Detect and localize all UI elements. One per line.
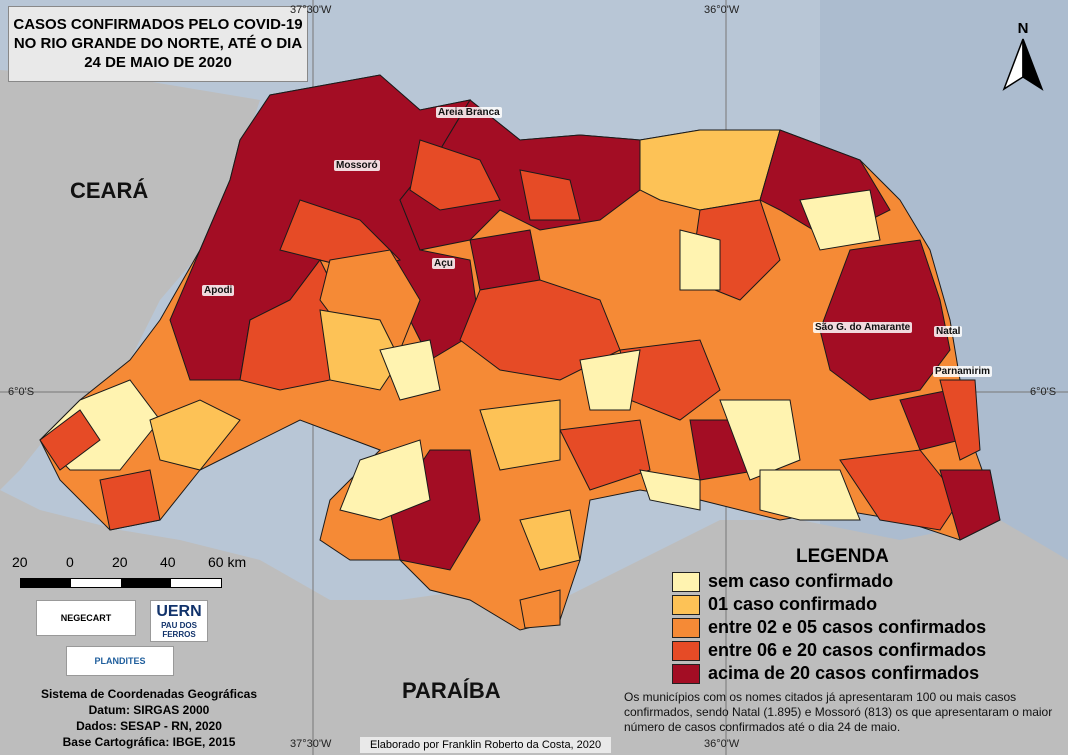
region-south-central-pale bbox=[579, 349, 641, 411]
legend-swatch-3 bbox=[672, 640, 700, 661]
scale-label-3: 40 bbox=[160, 554, 176, 570]
city-areia-branca: Areia Branca bbox=[436, 107, 502, 118]
region-south-pale-2 bbox=[639, 469, 701, 511]
city-mossoro: Mossoró bbox=[334, 160, 380, 171]
city-sao-goncalo: São G. do Amarante bbox=[813, 322, 913, 333]
legend-title: LEGENDA bbox=[796, 546, 889, 567]
city-parnamirim: Parnamirim bbox=[933, 366, 993, 377]
north-arrow-label: N bbox=[1017, 20, 1029, 37]
logo-uern: UERN PAU DOS FERROS bbox=[150, 600, 208, 642]
region-seridó-pale bbox=[339, 439, 431, 521]
region-acu bbox=[469, 229, 541, 291]
logo-negecart: NEGECART bbox=[36, 600, 136, 636]
region-agreste-mid bbox=[839, 449, 961, 531]
region-areia-branca bbox=[409, 139, 501, 211]
region-south-yellow bbox=[479, 399, 561, 471]
graticule-right: 6°0'S bbox=[1030, 386, 1057, 398]
graticule-bottom-left: 37°30'W bbox=[290, 738, 332, 750]
legend-item-2: entre 02 e 05 casos confirmados bbox=[672, 616, 986, 639]
legend: sem caso confirmado 01 caso confirmado e… bbox=[672, 570, 986, 685]
info-line-3: Dados: SESAP - RN, 2020 bbox=[76, 719, 222, 733]
legend-label-4: acima de 20 casos confirmados bbox=[708, 663, 980, 683]
region-west-tail-yellow bbox=[149, 399, 241, 471]
legend-swatch-1 bbox=[672, 594, 700, 615]
region-east-pale bbox=[679, 229, 721, 291]
ceara-land bbox=[0, 70, 260, 490]
scale-label-1: 0 bbox=[66, 554, 74, 570]
north-arrow: N bbox=[1000, 20, 1046, 94]
graticule-top-left: 37°30'W bbox=[290, 4, 332, 16]
region-se-dark bbox=[939, 469, 1001, 541]
title-line-1: CASOS CONFIRMADOS PELO COVID-19 bbox=[13, 16, 303, 33]
legend-item-4: acima de 20 casos confirmados bbox=[672, 662, 986, 685]
legend-swatch-4 bbox=[672, 663, 700, 684]
region-west-tail-mid-2 bbox=[99, 469, 161, 531]
region-central-pale bbox=[379, 339, 441, 401]
legend-item-0: sem caso confirmado bbox=[672, 570, 986, 593]
legend-swatch-2 bbox=[672, 617, 700, 638]
map-credit: Elaborado por Franklin Roberto da Costa,… bbox=[360, 737, 612, 753]
region-south-yellow-2 bbox=[519, 509, 581, 571]
scale-bar-graphic bbox=[20, 578, 222, 588]
city-acu: Açu bbox=[432, 258, 455, 269]
title-line-3: 24 DE MAIO DE 2020 bbox=[84, 54, 232, 71]
label-ceara: CEARÁ bbox=[70, 178, 149, 203]
map-note: Os municípios com os nomes citados já ap… bbox=[624, 690, 1053, 734]
scale-label-2: 20 bbox=[112, 554, 128, 570]
map-title: CASOS CONFIRMADOS PELO COVID-19 NO RIO G… bbox=[8, 6, 308, 82]
legend-swatch-0 bbox=[672, 571, 700, 592]
city-natal: Natal bbox=[934, 326, 963, 337]
region-south-pale-1 bbox=[719, 399, 801, 481]
region-coast-mid bbox=[519, 169, 581, 221]
region-west-tail-mid bbox=[39, 409, 101, 471]
legend-label-1: 01 caso confirmado bbox=[708, 594, 878, 614]
region-east-coast bbox=[939, 379, 981, 461]
region-natal-dark bbox=[819, 239, 951, 401]
graticule-left: 6°0'S bbox=[8, 386, 35, 398]
info-line-4: Base Cartográfica: IBGE, 2015 bbox=[62, 735, 236, 749]
region-north-coast-dark bbox=[399, 99, 641, 251]
graticule-bottom-right: 36°0'W bbox=[704, 738, 740, 750]
north-arrow-icon bbox=[1002, 38, 1044, 91]
scale-label-4: 60 km bbox=[208, 554, 247, 570]
legend-label-2: entre 02 e 05 casos confirmados bbox=[708, 617, 987, 637]
info-line-2: Datum: SIRGAS 2000 bbox=[88, 703, 210, 717]
legend-item-1: 01 caso confirmado bbox=[672, 593, 986, 616]
logo-uern-text: UERN bbox=[156, 603, 202, 620]
graticule-top-right: 36°0'W bbox=[704, 4, 740, 16]
region-ne-pale bbox=[799, 189, 881, 251]
region-ne-yellow bbox=[639, 129, 781, 211]
title-line-2: NO RIO GRANDE DO NORTE, ATÉ O DIA bbox=[13, 35, 303, 52]
map-info: Sistema de Coordenadas Geográficas Datum… bbox=[4, 686, 294, 750]
info-line-1: Sistema de Coordenadas Geográficas bbox=[40, 687, 258, 701]
region-agreste-pale bbox=[759, 469, 861, 521]
logo-uern-sub: PAU DOS FERROS bbox=[161, 621, 197, 639]
scale-label-0: 20 bbox=[12, 554, 28, 570]
city-apodi: Apodi bbox=[202, 285, 235, 296]
region-far-south bbox=[519, 589, 561, 629]
legend-label-0: sem caso confirmado bbox=[708, 571, 894, 591]
rn-municipalities bbox=[39, 74, 1001, 631]
legend-label-3: entre 06 e 20 casos confirmados bbox=[708, 640, 987, 660]
label-paraiba: PARAÍBA bbox=[402, 678, 501, 703]
region-south-mid-2 bbox=[559, 419, 651, 491]
legend-item-3: entre 06 e 20 casos confirmados bbox=[672, 639, 986, 662]
logo-plandites: PLANDITES bbox=[66, 646, 174, 676]
scale-bar: 20 0 20 40 60 km bbox=[10, 554, 260, 594]
